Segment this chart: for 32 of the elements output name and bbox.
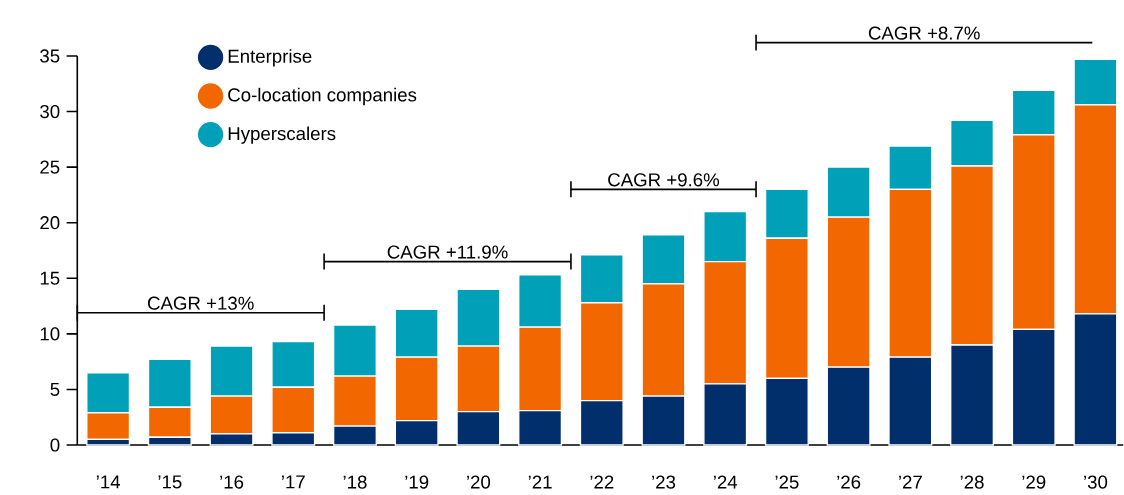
x-tick-label: ’30 xyxy=(1084,475,1108,489)
x-tick-label: ’23 xyxy=(652,475,676,489)
text: CAGR +8.7% xyxy=(868,26,980,40)
y-tick-label: 15 xyxy=(40,271,60,285)
annotation: CAGR +13% xyxy=(147,296,254,310)
x-tick-label: ’25 xyxy=(775,475,799,489)
x-tick-label: ’16 xyxy=(220,475,244,489)
y-tick-label: 5 xyxy=(50,382,60,396)
x-tick-label: ’21 xyxy=(528,475,552,489)
x-tick-label: ’27 xyxy=(899,475,922,489)
x-tick-label: ’24 xyxy=(713,475,738,489)
x-tick-label: ’18 xyxy=(343,475,367,489)
annotation: CAGR +9.6% xyxy=(608,173,720,187)
legend-label: Co-location companies xyxy=(228,87,417,106)
legend-label: Enterprise xyxy=(228,49,312,67)
y-tick-label: 10 xyxy=(40,327,60,341)
x-tick-label: ’17 xyxy=(281,475,305,489)
legend-label: Hyperscalers xyxy=(228,126,336,144)
x-tick-label: ’20 xyxy=(467,475,491,489)
y-tick-label: 25 xyxy=(40,160,60,174)
x-tick-label: ’28 xyxy=(960,475,984,489)
x-tick-label: ’26 xyxy=(837,475,861,489)
annotation: CAGR +11.9% xyxy=(387,245,508,259)
x-tick-label: ’29 xyxy=(1022,475,1046,489)
x-tick-label: ’15 xyxy=(158,475,182,489)
y-tick-label: 0 xyxy=(50,438,60,452)
x-tick-label: ’19 xyxy=(405,475,429,489)
y-tick-label: 30 xyxy=(40,104,60,119)
y-tick-label: 20 xyxy=(40,216,60,230)
x-tick-label: ’22 xyxy=(590,475,614,489)
x-tick-label: ’14 xyxy=(96,475,121,489)
y-tick-label: 35 xyxy=(40,49,60,63)
